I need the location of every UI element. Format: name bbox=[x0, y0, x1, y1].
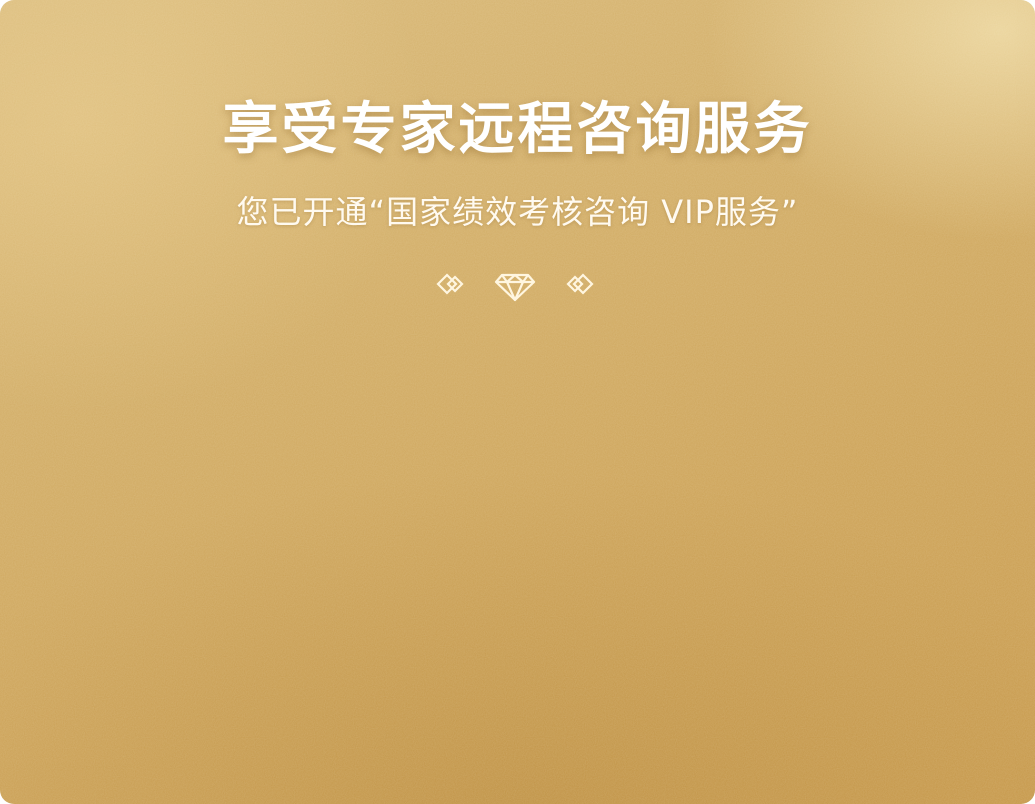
knot-ornament-icon bbox=[566, 273, 594, 295]
page-title: 享受专家远程咨询服务 bbox=[222, 97, 813, 162]
vip-status-text: 您已开通“国家绩效考核咨询 VIP服务” bbox=[236, 193, 799, 231]
decorative-divider bbox=[150, 273, 880, 302]
knot-ornament-icon bbox=[436, 273, 464, 295]
diamond-icon bbox=[494, 273, 536, 302]
